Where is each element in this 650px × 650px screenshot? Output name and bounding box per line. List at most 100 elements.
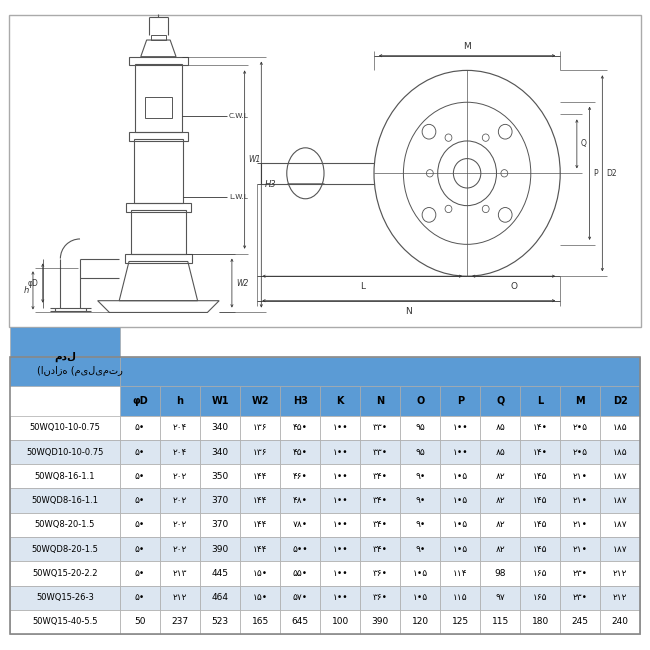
Bar bbox=[280, 386, 320, 416]
Bar bbox=[520, 513, 560, 537]
Bar bbox=[120, 561, 160, 586]
Text: ۱••: ۱•• bbox=[332, 423, 348, 432]
Bar bbox=[520, 537, 560, 561]
Text: 165: 165 bbox=[252, 618, 268, 627]
Bar bbox=[240, 489, 280, 513]
Bar bbox=[280, 537, 320, 561]
Bar bbox=[360, 416, 400, 440]
Bar bbox=[240, 386, 280, 416]
Bar bbox=[601, 416, 640, 440]
Bar bbox=[160, 537, 200, 561]
Bar bbox=[320, 537, 360, 561]
Text: O: O bbox=[416, 396, 424, 406]
Text: 370: 370 bbox=[211, 496, 229, 505]
Text: ۱۴•: ۱۴• bbox=[533, 448, 548, 456]
Bar bbox=[560, 537, 601, 561]
Bar bbox=[160, 513, 200, 537]
Text: 50WQ15-20-2.2: 50WQ15-20-2.2 bbox=[32, 569, 98, 578]
Text: ۸۲: ۸۲ bbox=[495, 472, 505, 481]
Text: D2: D2 bbox=[606, 169, 617, 178]
Bar bbox=[560, 561, 601, 586]
Text: ۱•۵: ۱•۵ bbox=[413, 569, 428, 578]
Text: ۹•: ۹• bbox=[415, 545, 425, 554]
Bar bbox=[601, 464, 640, 489]
Bar bbox=[120, 416, 160, 440]
Text: ۲۱•: ۲۱• bbox=[573, 521, 588, 529]
Text: ۱۸۷: ۱۸۷ bbox=[613, 472, 628, 481]
Text: M: M bbox=[575, 396, 585, 406]
Bar bbox=[320, 561, 360, 586]
Bar bbox=[480, 586, 520, 610]
Bar bbox=[131, 209, 186, 254]
Text: (اندازه (میلیمتر: (اندازه (میلیمتر bbox=[37, 367, 124, 376]
Bar bbox=[560, 386, 601, 416]
Bar bbox=[135, 64, 182, 132]
Bar bbox=[320, 513, 360, 537]
Bar bbox=[120, 537, 160, 561]
Bar bbox=[280, 513, 320, 537]
Text: K: K bbox=[337, 396, 344, 406]
Bar bbox=[10, 464, 120, 489]
Text: ۳۴•: ۳۴• bbox=[372, 496, 387, 505]
Bar bbox=[10, 537, 120, 561]
Bar bbox=[440, 586, 480, 610]
Text: 390: 390 bbox=[372, 618, 389, 627]
Bar bbox=[601, 513, 640, 537]
Bar bbox=[126, 203, 190, 211]
Text: N: N bbox=[406, 307, 412, 315]
Bar bbox=[520, 610, 560, 634]
Bar bbox=[601, 610, 640, 634]
Bar bbox=[560, 586, 601, 610]
Text: ۱۱۵: ۱۱۵ bbox=[453, 593, 467, 602]
Text: 350: 350 bbox=[211, 472, 229, 481]
Bar bbox=[601, 440, 640, 464]
Bar bbox=[560, 489, 601, 513]
Text: 120: 120 bbox=[411, 618, 429, 627]
Bar bbox=[120, 386, 160, 416]
Bar bbox=[280, 464, 320, 489]
Bar bbox=[560, 513, 601, 537]
Bar bbox=[400, 440, 440, 464]
Text: ۵•: ۵• bbox=[135, 593, 145, 602]
Text: ۱••: ۱•• bbox=[332, 545, 348, 554]
Text: 340: 340 bbox=[211, 448, 229, 456]
Bar bbox=[480, 489, 520, 513]
Text: M: M bbox=[463, 42, 471, 51]
Bar bbox=[440, 416, 480, 440]
Text: H3: H3 bbox=[265, 180, 277, 189]
Text: 100: 100 bbox=[332, 618, 349, 627]
Text: 50WQD8-20-1.5: 50WQD8-20-1.5 bbox=[31, 545, 98, 554]
Text: ۱•۵: ۱•۵ bbox=[413, 593, 428, 602]
Text: ۱۴۵: ۱۴۵ bbox=[533, 521, 547, 529]
Text: ۳۶•: ۳۶• bbox=[372, 569, 387, 578]
Bar bbox=[601, 386, 640, 416]
Text: ۹۷: ۹۷ bbox=[495, 593, 505, 602]
Text: φD: φD bbox=[132, 396, 148, 406]
Bar bbox=[520, 586, 560, 610]
Text: ۱۴۴: ۱۴۴ bbox=[253, 521, 267, 529]
Text: ۲۱۲: ۲۱۲ bbox=[613, 593, 627, 602]
Bar bbox=[360, 586, 400, 610]
Text: 50WQD8-16-1.1: 50WQD8-16-1.1 bbox=[31, 496, 98, 505]
Text: 523: 523 bbox=[211, 618, 229, 627]
Bar bbox=[10, 586, 120, 610]
Text: 50WQ10-10-0.75: 50WQ10-10-0.75 bbox=[29, 423, 100, 432]
Bar bbox=[200, 537, 240, 561]
Text: ۳۶•: ۳۶• bbox=[372, 593, 387, 602]
Bar bbox=[200, 586, 240, 610]
Text: φD: φD bbox=[28, 279, 39, 287]
Text: ۲۳•: ۲۳• bbox=[573, 593, 588, 602]
Text: ۷۸•: ۷۸• bbox=[292, 521, 307, 529]
Text: D2: D2 bbox=[613, 396, 628, 406]
Bar bbox=[120, 464, 160, 489]
Bar bbox=[120, 610, 160, 634]
Text: 240: 240 bbox=[612, 618, 629, 627]
Text: ۵•: ۵• bbox=[135, 448, 145, 456]
Bar bbox=[200, 464, 240, 489]
Text: ۱۸۷: ۱۸۷ bbox=[613, 521, 628, 529]
Text: O: O bbox=[510, 282, 517, 291]
Text: ۲۱۲: ۲۱۲ bbox=[173, 593, 187, 602]
Text: ۹۵: ۹۵ bbox=[415, 448, 425, 456]
Text: ۲۱•: ۲۱• bbox=[573, 545, 588, 554]
Bar bbox=[160, 440, 200, 464]
